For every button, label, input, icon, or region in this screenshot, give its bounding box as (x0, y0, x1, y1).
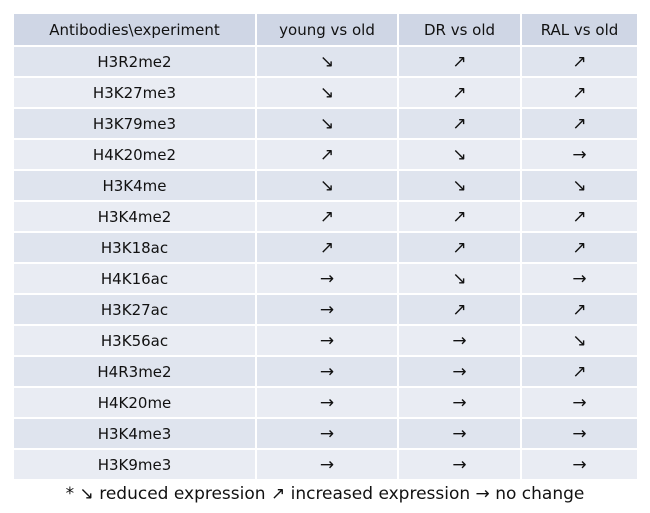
trend-cell: ↘ (397, 262, 522, 295)
trend-cell: ↗ (520, 76, 639, 109)
header-cell: RAL vs old (520, 12, 639, 47)
table-row: H3K18ac ↗ ↗ ↗ (12, 231, 639, 264)
table-row: H4K20me2 ↗ ↘ → (12, 138, 639, 171)
trend-cell: ↗ (397, 107, 522, 140)
trend-cell: → (520, 138, 639, 171)
antibody-cell: H4K20me (12, 386, 257, 419)
antibody-cell: H4K20me2 (12, 138, 257, 171)
table-body: H3R2me2 ↘ ↗ ↗ H3K27me3 ↘ ↗ ↗ H3K79me3 ↘ ↗ ↗ H4K20me2… (12, 45, 639, 481)
trend-cell: → (255, 293, 399, 326)
table-row: H3K56ac → → ↘ (12, 324, 639, 357)
trend-cell: ↘ (520, 169, 639, 202)
trend-cell: ↗ (397, 45, 522, 78)
footnote: * ↘ reduced expression ↗ increased expre… (65, 484, 585, 504)
antibody-cell: H3K18ac (12, 231, 257, 264)
trend-cell: ↘ (255, 45, 399, 78)
header-cell: DR vs old (397, 12, 522, 47)
trend-cell: ↘ (520, 324, 639, 357)
table-row: H3K27ac → ↗ ↗ (12, 293, 639, 326)
trend-cell: ↘ (255, 76, 399, 109)
header-cell: young vs old (255, 12, 399, 47)
trend-cell: → (255, 417, 399, 450)
trend-cell: ↘ (255, 107, 399, 140)
antibody-cell: H3K9me3 (12, 448, 257, 481)
antibody-cell: H4K16ac (12, 262, 257, 295)
trend-cell: → (520, 386, 639, 419)
trend-cell: → (397, 386, 522, 419)
table-row: H3K4me3 → → → (12, 417, 639, 450)
trend-cell: → (255, 324, 399, 357)
trend-cell: → (520, 262, 639, 295)
trend-cell: ↗ (397, 200, 522, 233)
table-row: H3K4me ↘ ↘ ↘ (12, 169, 639, 202)
antibody-cell: H4R3me2 (12, 355, 257, 388)
table-row: H3K4me2 ↗ ↗ ↗ (12, 200, 639, 233)
trend-cell: ↗ (255, 231, 399, 264)
trend-cell: ↗ (397, 231, 522, 264)
trend-cell: ↗ (520, 231, 639, 264)
trend-cell: ↗ (520, 355, 639, 388)
trend-cell: → (520, 448, 639, 481)
trend-cell: → (255, 262, 399, 295)
table-row: H4K20me → → → (12, 386, 639, 419)
header-cell: Antibodies\experiment (12, 12, 257, 47)
header-row: Antibodies\experiment young vs old DR vs o… (12, 12, 639, 47)
trend-cell: ↘ (397, 138, 522, 171)
antibody-cell: H3K27ac (12, 293, 257, 326)
antibody-cell: H3R2me2 (12, 45, 257, 78)
table-row: H3K27me3 ↘ ↗ ↗ (12, 76, 639, 109)
trend-cell: → (255, 355, 399, 388)
trend-cell: → (255, 386, 399, 419)
trend-cell: ↗ (520, 107, 639, 140)
trend-cell: ↗ (255, 138, 399, 171)
trend-cell: ↗ (255, 200, 399, 233)
antibody-cell: H3K56ac (12, 324, 257, 357)
antibody-cell: H3K79me3 (12, 107, 257, 140)
antibody-cell: H3K4me (12, 169, 257, 202)
table-row: H3R2me2 ↘ ↗ ↗ (12, 45, 639, 78)
trend-cell: ↗ (397, 293, 522, 326)
trend-cell: → (255, 448, 399, 481)
trend-cell: ↗ (520, 200, 639, 233)
trend-cell: ↘ (255, 169, 399, 202)
table-row: H4K16ac → ↘ → (12, 262, 639, 295)
trend-cell: ↗ (397, 76, 522, 109)
table-row: H4R3me2 → → ↗ (12, 355, 639, 388)
trend-cell: ↗ (520, 45, 639, 78)
trend-cell: ↗ (520, 293, 639, 326)
trend-cell: → (397, 355, 522, 388)
trend-cell: ↘ (397, 169, 522, 202)
trend-cell: → (397, 448, 522, 481)
trend-cell: → (397, 417, 522, 450)
table-row: H3K79me3 ↘ ↗ ↗ (12, 107, 639, 140)
table-row: H3K9me3 → → → (12, 448, 639, 481)
trend-cell: → (520, 417, 639, 450)
antibody-cell: H3K4me2 (12, 200, 257, 233)
histone-table: Antibodies\experiment young vs old DR vs o… (12, 12, 639, 481)
antibody-cell: H3K4me3 (12, 417, 257, 450)
trend-cell: → (397, 324, 522, 357)
antibody-cell: H3K27me3 (12, 76, 257, 109)
